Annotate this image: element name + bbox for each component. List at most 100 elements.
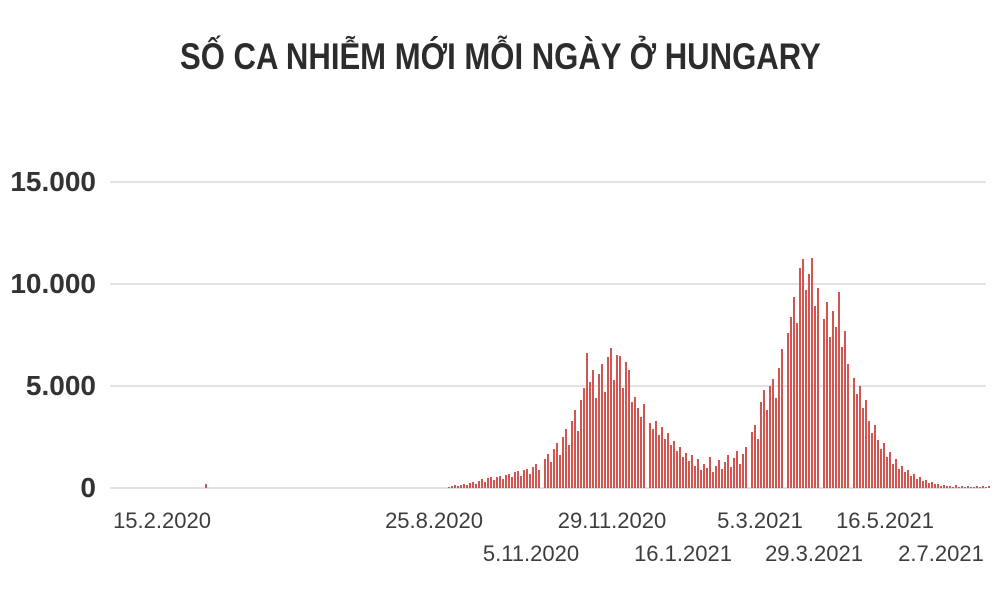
bar: [943, 485, 945, 488]
chart-title-text: SỐ CA NHIỄM MỚI MỖI NGÀY Ở HUNGARY: [179, 36, 821, 77]
bar: [940, 486, 942, 488]
bar: [601, 364, 603, 488]
bar: [658, 435, 660, 488]
bar: [568, 445, 570, 488]
bar: [937, 484, 939, 488]
bar: [634, 397, 636, 488]
bar: [913, 474, 915, 488]
bar: [919, 477, 921, 488]
bar: [586, 353, 588, 488]
bar: [598, 374, 600, 488]
bar: [775, 398, 777, 488]
bar: [754, 425, 756, 488]
bar: [592, 370, 594, 488]
bar: [964, 487, 966, 488]
gridline-5000: [110, 385, 986, 387]
bar: [679, 447, 681, 488]
bar: [769, 386, 771, 488]
bar: [550, 462, 552, 488]
bar: [694, 466, 696, 488]
bar: [817, 288, 819, 488]
bar: [520, 476, 522, 488]
bar: [835, 327, 837, 488]
bar: [883, 443, 885, 488]
bar: [886, 457, 888, 488]
bar: [664, 439, 666, 488]
bar: [622, 388, 624, 488]
bar: [925, 480, 927, 488]
bar: [565, 429, 567, 488]
bar: [688, 461, 690, 488]
bar: [517, 471, 519, 488]
bar: [526, 469, 528, 488]
bar: [814, 306, 816, 488]
bar: [706, 468, 708, 488]
bar: [781, 349, 783, 488]
bar: [853, 378, 855, 488]
bar: [478, 481, 480, 488]
bar: [697, 459, 699, 488]
bar: [640, 417, 642, 488]
bar: [490, 477, 492, 488]
bar: [547, 454, 549, 488]
bar: [790, 317, 792, 488]
bar: [583, 388, 585, 488]
bar: [892, 464, 894, 488]
bar: [904, 472, 906, 488]
bar: [559, 455, 561, 488]
bar: [973, 487, 975, 488]
bar: [967, 486, 969, 488]
bar: [652, 429, 654, 488]
bar: [661, 427, 663, 488]
bar: [844, 331, 846, 488]
bar: [961, 486, 963, 488]
bar: [745, 447, 747, 488]
bar: [700, 470, 702, 488]
bar: [580, 400, 582, 488]
bar: [739, 464, 741, 488]
bar: [751, 432, 753, 488]
bar: [841, 347, 843, 488]
bar: [757, 439, 759, 488]
bar: [493, 480, 495, 488]
bar: [553, 449, 555, 488]
bar: [823, 319, 825, 488]
bar: [670, 445, 672, 488]
bar: [589, 382, 591, 488]
bar: [538, 470, 540, 488]
bar: [838, 292, 840, 488]
chart-title: SỐ CA NHIỄM MỚI MỖI NGÀY Ở HUNGARY: [0, 36, 1000, 78]
bar: [763, 390, 765, 488]
x-tick-label: 5.11.2020: [482, 541, 580, 566]
bar: [832, 311, 834, 488]
bar: [631, 402, 633, 488]
bar: [676, 451, 678, 488]
bar: [856, 394, 858, 488]
bar: [931, 482, 933, 488]
bar: [922, 481, 924, 488]
bar: [952, 487, 954, 488]
bar: [976, 486, 978, 488]
x-tick-label: 29.3.2021: [765, 541, 863, 566]
bar: [655, 421, 657, 488]
bar: [649, 423, 651, 488]
bar: [637, 408, 639, 488]
bar: [514, 472, 516, 488]
bar: [928, 483, 930, 488]
bar: [721, 469, 723, 488]
bar: [544, 459, 546, 488]
bar: [859, 386, 861, 488]
bar: [868, 421, 870, 488]
bar: [205, 484, 207, 488]
bar: [874, 425, 876, 488]
bar: [985, 487, 987, 488]
bar: [508, 474, 510, 488]
bar: [685, 453, 687, 488]
y-tick-label: 10.000: [10, 268, 96, 299]
bar: [808, 274, 810, 488]
bar: [982, 486, 984, 488]
bar: [787, 333, 789, 488]
bar: [604, 392, 606, 488]
bar: [715, 466, 717, 488]
bar: [595, 398, 597, 488]
